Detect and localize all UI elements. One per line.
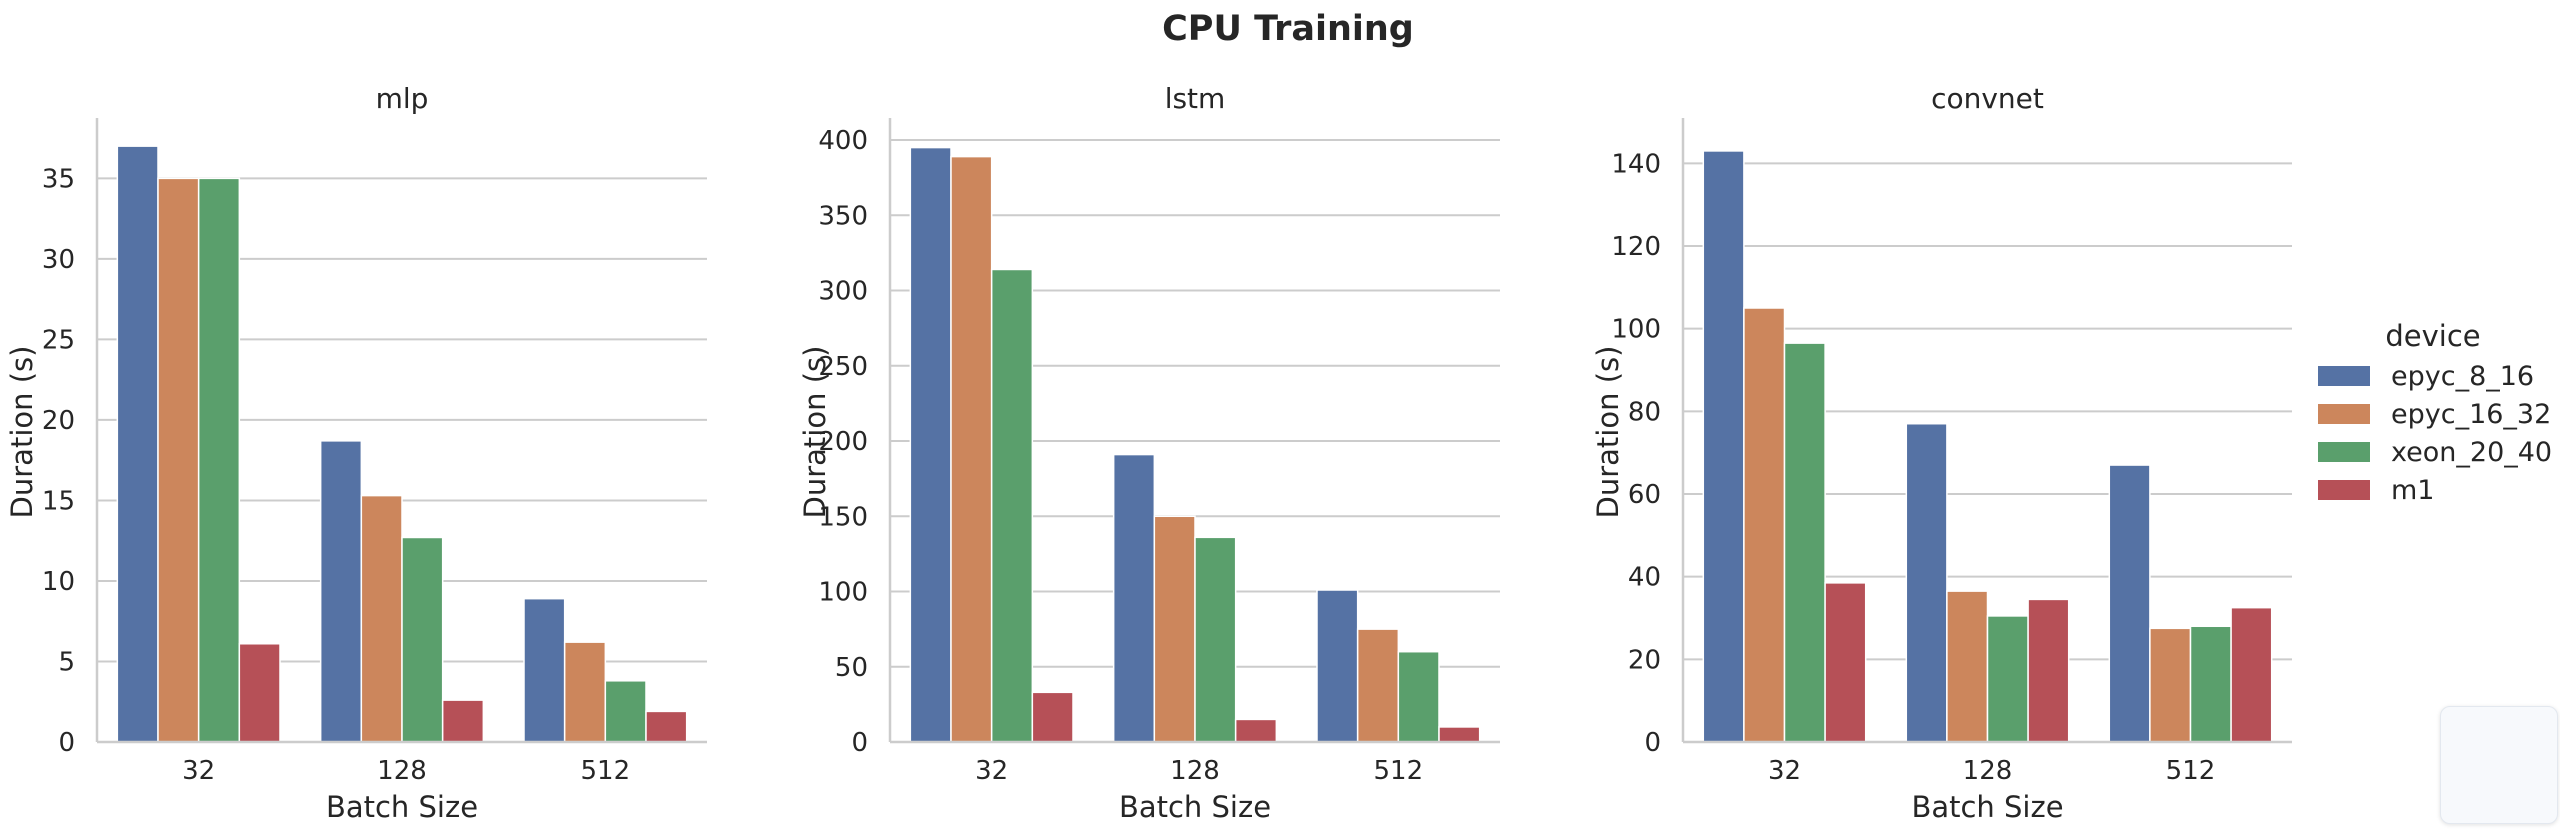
y-tick-label: 10 <box>42 567 75 597</box>
bar <box>523 597 566 743</box>
x-tick-label: 128 <box>1963 756 2013 786</box>
y-tick-label: 150 <box>818 502 868 532</box>
y-tick-label: 0 <box>851 728 868 758</box>
bar <box>2230 606 2273 743</box>
panel-title: mlp <box>376 82 429 115</box>
bar <box>157 177 200 743</box>
bar <box>2149 627 2192 743</box>
x-tick-label: 512 <box>581 756 631 786</box>
bar <box>1397 650 1440 743</box>
bar <box>1153 515 1196 743</box>
bar <box>950 155 993 743</box>
bar <box>604 680 647 743</box>
legend-swatch <box>2318 404 2370 424</box>
y-tick-label: 0 <box>1644 728 1661 758</box>
bar <box>1743 307 1786 743</box>
bar <box>360 494 403 743</box>
bar <box>197 177 241 743</box>
watermark-logo <box>2440 706 2558 824</box>
bar <box>441 699 485 743</box>
bar <box>116 145 159 743</box>
y-tick-label: 0 <box>58 728 75 758</box>
x-axis-label: Batch Size <box>1119 790 1271 824</box>
y-tick-label: 120 <box>1611 232 1661 262</box>
bar <box>1031 691 1074 743</box>
y-tick-label: 400 <box>818 126 868 156</box>
y-tick-label: 250 <box>818 352 868 382</box>
panel-title: lstm <box>1165 82 1226 115</box>
legend-label: m1 <box>2391 475 2434 506</box>
y-axis-label: Duration (s) <box>798 346 832 519</box>
y-tick-label: 35 <box>42 164 75 194</box>
x-axis-label: Batch Size <box>326 790 478 824</box>
bar <box>1702 150 1745 743</box>
y-tick-label: 40 <box>1628 563 1661 593</box>
bar <box>2189 625 2232 743</box>
y-tick-label: 15 <box>42 486 75 516</box>
y-tick-label: 140 <box>1611 149 1661 179</box>
x-tick-label: 128 <box>377 756 427 786</box>
x-axis-label: Batch Size <box>1911 790 2063 824</box>
y-tick-label: 25 <box>42 325 75 355</box>
y-tick-label: 200 <box>818 427 868 457</box>
y-tick-label: 60 <box>1628 480 1661 510</box>
x-tick-label: 128 <box>1170 756 1220 786</box>
x-tick-label: 512 <box>2166 756 2216 786</box>
legend-swatch <box>2318 366 2370 386</box>
bar <box>1986 615 2029 743</box>
y-tick-label: 350 <box>818 201 868 231</box>
y-tick-label: 100 <box>1611 315 1661 345</box>
chart-title: CPU Training <box>1162 9 1414 49</box>
bar <box>1783 342 1826 743</box>
y-tick-label: 20 <box>42 406 75 436</box>
legend-label: xeon_20_40 <box>2391 437 2552 468</box>
y-tick-label: 5 <box>58 647 75 677</box>
legend-swatch <box>2318 442 2370 462</box>
x-tick-label: 32 <box>182 756 215 786</box>
bar <box>2027 598 2070 743</box>
bar <box>1946 590 1989 743</box>
bar <box>319 440 363 743</box>
x-tick-label: 32 <box>975 756 1008 786</box>
y-tick-label: 50 <box>835 653 868 683</box>
bar <box>1194 536 1237 743</box>
legend-swatch <box>2318 480 2370 500</box>
y-tick-label: 80 <box>1628 397 1661 427</box>
bar <box>1356 628 1400 743</box>
y-tick-label: 100 <box>818 578 868 608</box>
bar <box>563 641 607 743</box>
y-axis-label: Duration (s) <box>5 346 39 519</box>
y-axis-label: Duration (s) <box>1591 346 1625 519</box>
panel-title: convnet <box>1931 82 2044 115</box>
y-tick-label: 300 <box>818 277 868 307</box>
y-tick-label: 20 <box>1628 645 1661 675</box>
x-tick-label: 32 <box>1768 756 1801 786</box>
y-tick-label: 30 <box>42 245 75 275</box>
bar <box>1824 582 1867 743</box>
bar <box>645 710 688 743</box>
bar <box>1112 453 1156 743</box>
legend-label: epyc_8_16 <box>2391 361 2534 392</box>
bar <box>2108 464 2151 743</box>
bar <box>401 536 444 743</box>
bar <box>1905 422 1948 743</box>
x-tick-label: 512 <box>1374 756 1424 786</box>
bar <box>909 146 952 743</box>
bar <box>1316 589 1359 743</box>
legend-label: epyc_16_32 <box>2391 399 2551 430</box>
bar <box>990 268 1034 743</box>
bar <box>238 643 281 743</box>
legend-title: device <box>2385 319 2480 353</box>
bar <box>1234 718 1278 743</box>
bar <box>1438 726 1481 743</box>
